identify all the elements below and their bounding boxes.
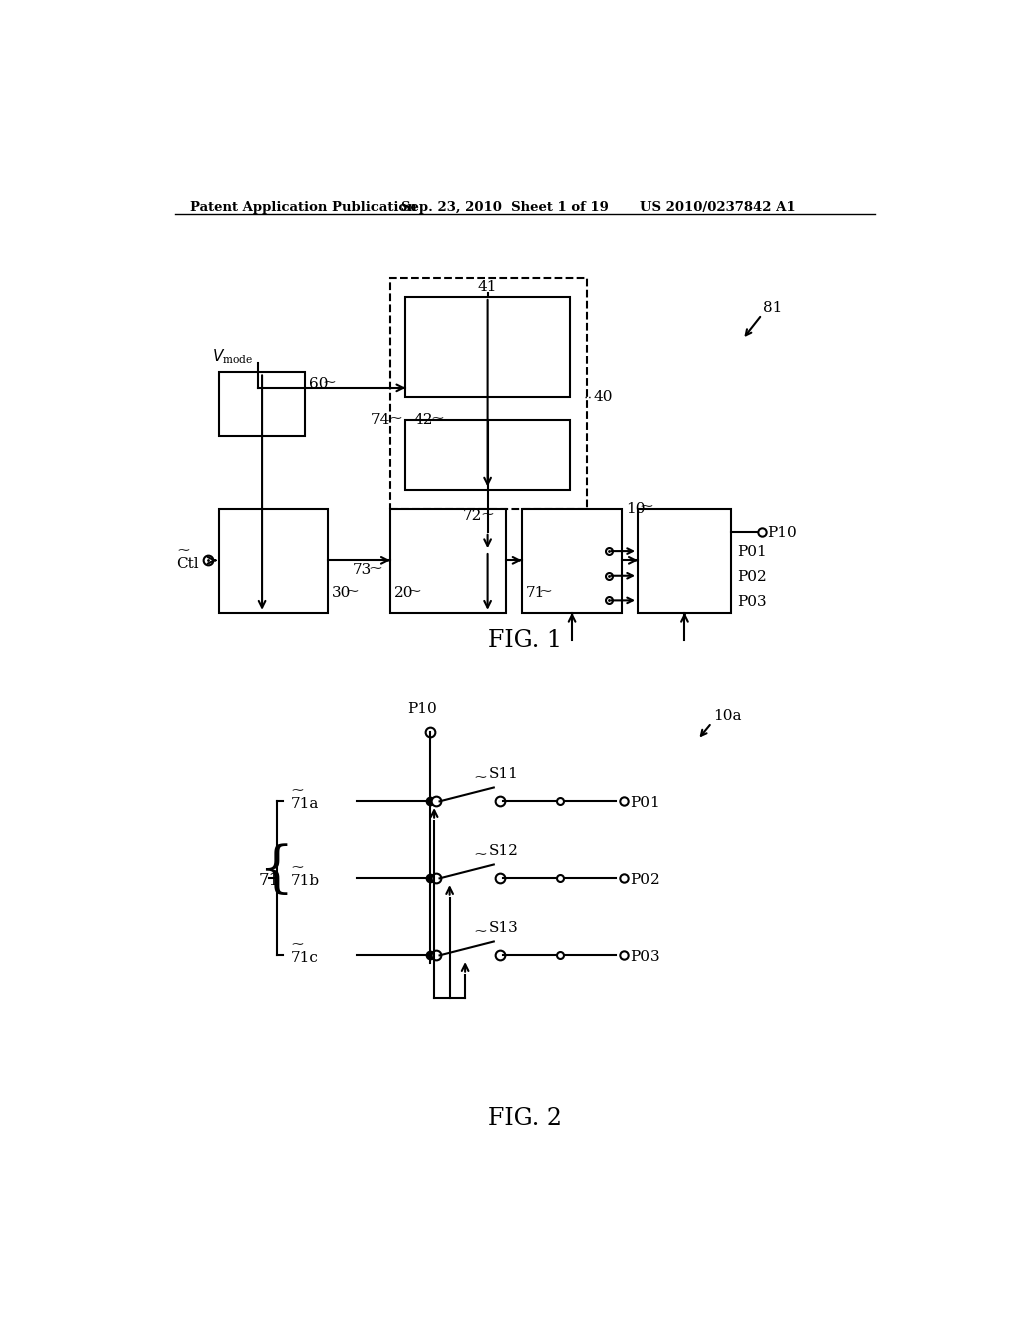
Text: ~: ~ <box>640 498 653 515</box>
Text: P10: P10 <box>407 702 437 715</box>
Text: ~: ~ <box>322 372 336 389</box>
Bar <box>219 508 328 612</box>
Text: FIG. 1: FIG. 1 <box>487 630 562 652</box>
Text: ~: ~ <box>369 558 382 576</box>
Bar <box>406 297 569 397</box>
Text: ~: ~ <box>176 541 190 558</box>
Text: ~: ~ <box>291 935 305 952</box>
Text: P02: P02 <box>630 873 659 887</box>
Text: 71: 71 <box>258 871 280 888</box>
Text: S13: S13 <box>488 921 518 936</box>
Text: 40: 40 <box>593 391 612 404</box>
Text: 41: 41 <box>478 280 498 294</box>
Bar <box>638 508 731 612</box>
Text: 71c: 71c <box>291 950 318 965</box>
Text: P02: P02 <box>737 570 767 585</box>
Text: 10: 10 <box>627 502 646 516</box>
Text: ~: ~ <box>539 582 553 599</box>
Text: ~: ~ <box>430 409 444 426</box>
Text: FIG. 2: FIG. 2 <box>487 1106 562 1130</box>
Text: P10: P10 <box>767 527 797 540</box>
Text: 60: 60 <box>308 378 328 391</box>
Text: 71a: 71a <box>291 796 319 810</box>
Text: P01: P01 <box>630 796 659 809</box>
Text: Patent Application Publication: Patent Application Publication <box>190 201 417 214</box>
Text: S12: S12 <box>488 845 518 858</box>
Text: ~: ~ <box>473 767 486 784</box>
Text: 74: 74 <box>371 413 390 428</box>
Text: ~: ~ <box>407 582 421 599</box>
Text: P01: P01 <box>737 545 767 560</box>
Text: $V_{\mathregular{mode}}$: $V_{\mathregular{mode}}$ <box>212 347 253 366</box>
Bar <box>406 420 569 490</box>
Text: ~: ~ <box>473 845 486 862</box>
Text: US 2010/0237842 A1: US 2010/0237842 A1 <box>640 201 795 214</box>
Text: ~: ~ <box>480 506 494 521</box>
Bar <box>521 508 623 612</box>
Text: 10a: 10a <box>713 710 741 723</box>
Text: {: { <box>258 843 294 898</box>
Text: 72: 72 <box>463 510 482 523</box>
Text: ~: ~ <box>345 582 359 599</box>
Text: Sep. 23, 2010  Sheet 1 of 19: Sep. 23, 2010 Sheet 1 of 19 <box>400 201 608 214</box>
Text: S11: S11 <box>488 767 518 781</box>
Text: ~: ~ <box>291 780 305 797</box>
Text: 71b: 71b <box>291 874 319 887</box>
Text: P03: P03 <box>737 595 767 609</box>
Text: Ctl: Ctl <box>176 557 199 572</box>
Text: ~: ~ <box>291 858 305 875</box>
Bar <box>390 508 506 612</box>
Text: 20: 20 <box>394 586 414 601</box>
Text: ~: ~ <box>388 409 402 426</box>
Text: 73: 73 <box>352 564 372 577</box>
Text: ~: ~ <box>473 921 486 939</box>
Text: P03: P03 <box>630 950 659 964</box>
Bar <box>390 277 587 508</box>
Text: 81: 81 <box>764 301 783 315</box>
Text: 42: 42 <box>414 413 433 428</box>
Text: 30: 30 <box>332 586 351 601</box>
Text: 71: 71 <box>525 586 545 601</box>
Bar <box>219 372 305 436</box>
